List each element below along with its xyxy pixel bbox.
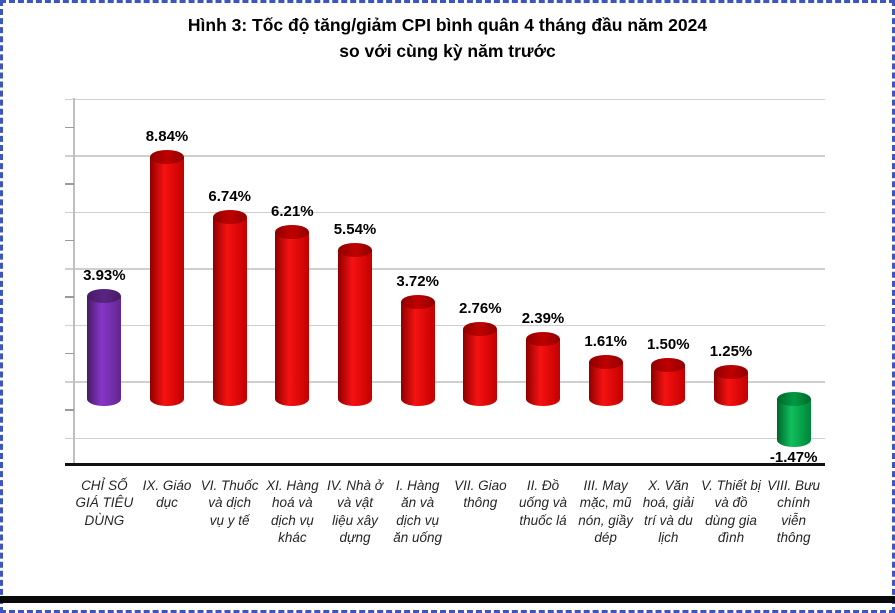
category-label: IV. Nhà ở và vật liệu xây dựng bbox=[327, 478, 383, 545]
y-axis-line bbox=[73, 98, 75, 465]
bar-cylinder-body bbox=[275, 231, 310, 406]
bar-cylinder-body bbox=[338, 250, 372, 406]
bar-cylinder-body bbox=[87, 295, 122, 406]
bar-value-label: 8.84% bbox=[145, 128, 189, 146]
y-axis-tick bbox=[65, 296, 74, 298]
bar-cylinder-body bbox=[212, 216, 247, 406]
bar-cylinder-cap bbox=[714, 364, 748, 379]
bar-cylinder-body bbox=[526, 339, 560, 406]
bar-value-label: 5.54% bbox=[333, 221, 377, 239]
bar-cylinder-cap bbox=[776, 392, 811, 406]
gridline bbox=[65, 324, 825, 326]
y-axis-tick bbox=[65, 352, 74, 355]
category-label: VIII. Bưu chính viễn thông bbox=[767, 478, 821, 545]
category-label: CHỈ SỐ GIÁ TIÊU DÙNG bbox=[75, 478, 134, 528]
category-label: IX. Giáo dục bbox=[142, 478, 192, 511]
bar-cylinder-body bbox=[400, 301, 435, 406]
bar-cylinder-cap bbox=[463, 322, 498, 337]
bar-value-label: 2.39% bbox=[521, 310, 565, 328]
bar-value-label: 3.72% bbox=[396, 272, 439, 290]
y-axis-tick bbox=[65, 126, 74, 129]
bar-cylinder-body bbox=[150, 157, 184, 406]
category-label: II. Đồ uống và thuốc lá bbox=[518, 478, 567, 528]
bar-cylinder-cap bbox=[275, 224, 310, 239]
category-label: VI. Thuốc và dịch vụ y tế bbox=[200, 478, 259, 528]
gridline bbox=[65, 437, 825, 439]
x-axis-line bbox=[65, 462, 825, 466]
bar-value-label: 3.93% bbox=[83, 266, 126, 284]
gridline bbox=[65, 381, 825, 383]
chart-title: Hình 3: Tốc độ tăng/giảm CPI bình quân 4… bbox=[0, 12, 895, 65]
gridline bbox=[65, 268, 825, 270]
category-label: XI. Hàng hoá và dịch vụ khác bbox=[266, 478, 319, 545]
gridline bbox=[65, 211, 825, 213]
category-label: I. Hàng ăn và dịch vụ ăn uống bbox=[393, 478, 443, 545]
bar-cylinder-cap bbox=[400, 294, 435, 309]
bar-cylinder-cap bbox=[651, 357, 686, 372]
category-label: X. Văn hoá, giải trí và du lịch bbox=[642, 478, 694, 545]
category-label: III. May mặc, mũ nón, giầy dép bbox=[578, 478, 634, 545]
bar-value-label: 6.21% bbox=[271, 202, 314, 220]
bar-cylinder-cap bbox=[588, 354, 623, 369]
bottom-border-line bbox=[0, 596, 895, 603]
bar-value-label: 1.25% bbox=[709, 342, 753, 360]
bar-cylinder-body bbox=[588, 361, 623, 406]
bar-value-label: 1.50% bbox=[647, 335, 690, 353]
gridline bbox=[65, 98, 825, 100]
bar-cylinder-body bbox=[776, 399, 811, 447]
y-axis-tick bbox=[65, 239, 74, 242]
bar-cylinder-cap bbox=[212, 209, 247, 224]
y-axis-tick bbox=[65, 409, 74, 411]
category-axis-labels: CHỈ SỐ GIÁ TIÊU DÙNG IX. Giáo dục VI. Thuố… bbox=[65, 477, 825, 595]
bar-value-label: 1.61% bbox=[584, 332, 627, 350]
bar-cylinder-body bbox=[463, 329, 498, 406]
chart-title-line2: so với cùng kỳ năm trước bbox=[339, 41, 556, 62]
gridline bbox=[65, 155, 825, 157]
bar-cylinder-cap bbox=[150, 150, 184, 165]
category-label: VII. Giao thông bbox=[454, 478, 507, 511]
bar-cylinder-cap bbox=[338, 243, 372, 258]
category-label: V. Thiết bị và đồ dùng gia đình bbox=[701, 478, 761, 545]
plot-area: 3.93% 8.84% 6.74% 6.21% 5.54% 3.72% 2.76% 2.39%… bbox=[65, 98, 825, 466]
bar-value-label: -1.47% bbox=[769, 448, 818, 466]
y-axis-tick bbox=[65, 183, 74, 185]
bar-cylinder-cap bbox=[87, 288, 122, 303]
chart-title-line1: Hình 3: Tốc độ tăng/giảm CPI bình quân 4… bbox=[187, 15, 708, 35]
bar-value-label: 2.76% bbox=[459, 300, 502, 318]
bar-cylinder-cap bbox=[526, 332, 560, 347]
bar-value-label: 6.74% bbox=[208, 187, 251, 205]
